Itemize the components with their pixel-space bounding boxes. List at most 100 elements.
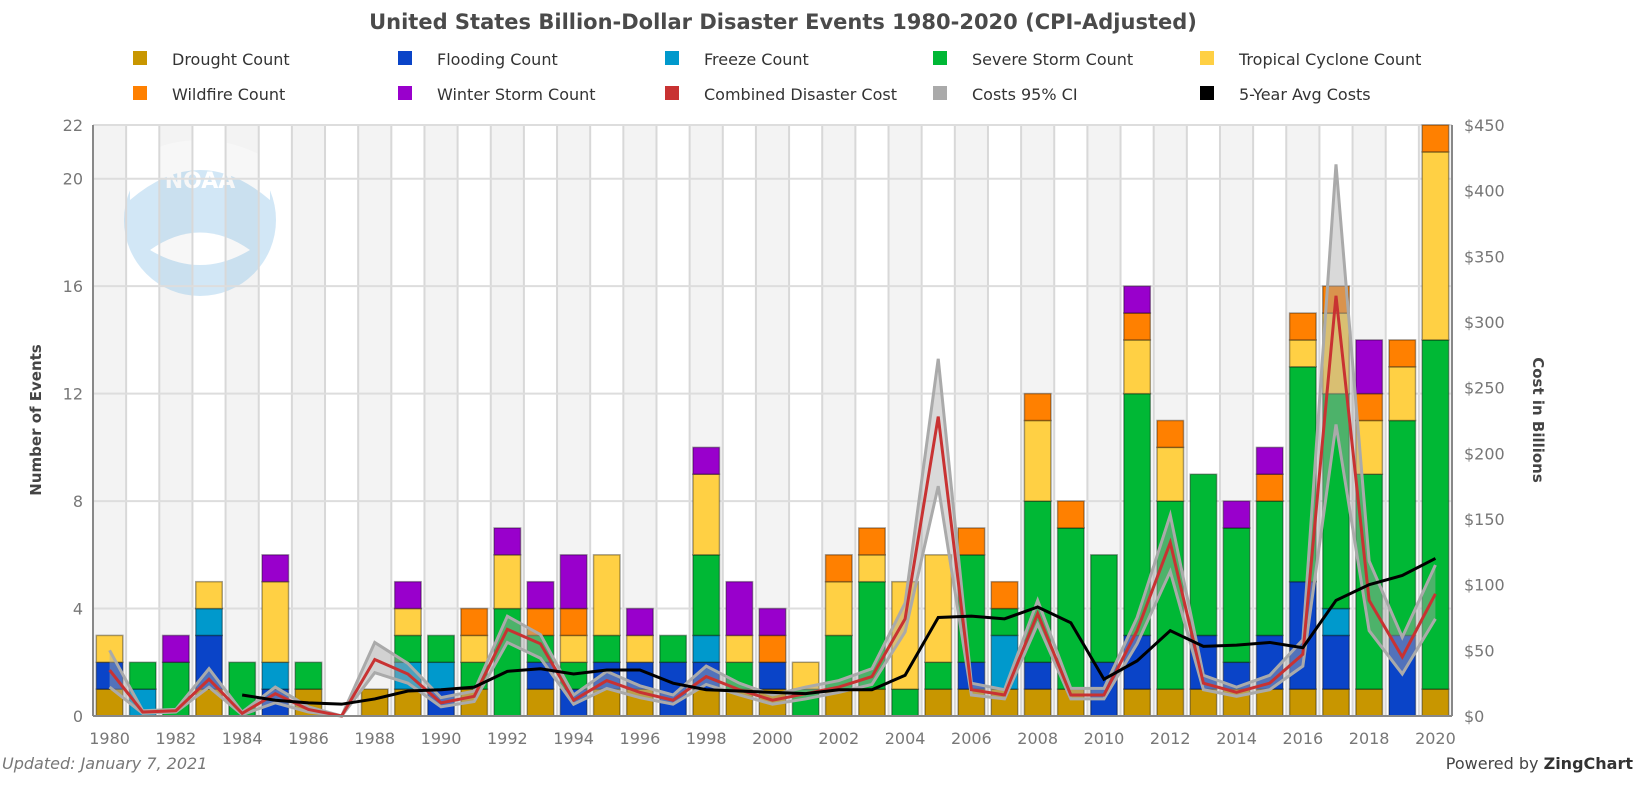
combined-cost-line bbox=[108, 295, 1437, 718]
bar-severe-storm-count1986 bbox=[294, 661, 323, 690]
y2-tick-label: $350 bbox=[1464, 247, 1505, 266]
bar-flooding-count2017 bbox=[1321, 634, 1350, 690]
bar-wildfire-count2011 bbox=[1123, 312, 1152, 341]
x-tick-label: 2014 bbox=[1216, 729, 1257, 748]
bar-wildfire-count2016 bbox=[1288, 312, 1317, 341]
legend-item-5-year-avg-costs[interactable]: 5-Year Avg Costs bbox=[1200, 85, 1371, 104]
legend-item-freeze-count[interactable]: Freeze Count bbox=[665, 50, 809, 69]
legend-item-winter-storm-count[interactable]: Winter Storm Count bbox=[398, 85, 596, 104]
legend-label: Severe Storm Count bbox=[972, 50, 1133, 69]
bar-tropical-cyclone-count1989 bbox=[393, 607, 422, 637]
x-tick-label: 1988 bbox=[354, 729, 395, 748]
legend-item-tropical-cyclone-count[interactable]: Tropical Cyclone Count bbox=[1200, 50, 1421, 69]
y2-tick-label: $0 bbox=[1464, 707, 1484, 726]
bar-tropical-cyclone-count1999 bbox=[725, 634, 754, 664]
bar-wildfire-count2009 bbox=[1056, 500, 1085, 529]
y-tick-label: 4 bbox=[73, 600, 83, 619]
y2-tick-label: $450 bbox=[1464, 116, 1505, 135]
bar-winter-storm-count2011 bbox=[1123, 285, 1152, 314]
legend-marker bbox=[665, 86, 679, 100]
bar-wildfire-count1991 bbox=[460, 607, 489, 637]
x-tick-label: 1994 bbox=[553, 729, 594, 748]
bar-drought-count2005 bbox=[924, 688, 953, 717]
y-tick-label: 20 bbox=[63, 170, 83, 189]
legend[interactable]: Drought Count Flooding Count Freeze Count S… bbox=[133, 50, 1421, 104]
powered-by[interactable]: Powered by ZingChart bbox=[1446, 754, 1633, 773]
bar-severe-storm-count2004 bbox=[891, 688, 920, 717]
bar-drought-count1988 bbox=[360, 688, 389, 717]
bar-tropical-cyclone-count1995 bbox=[592, 554, 621, 637]
x-tick-label: 2012 bbox=[1150, 729, 1191, 748]
x-tick-label: 2004 bbox=[885, 729, 926, 748]
y-tick-label: 0 bbox=[73, 707, 83, 726]
x-tick-label: 2010 bbox=[1084, 729, 1125, 748]
bar-winter-storm-count1989 bbox=[393, 580, 422, 610]
bar-wildfire-count2003 bbox=[857, 527, 886, 556]
bar-winter-storm-count2015 bbox=[1255, 446, 1284, 475]
y2-tick-label: $300 bbox=[1464, 313, 1505, 332]
bar-tropical-cyclone-count2002 bbox=[824, 580, 853, 637]
bar-freeze-count1998 bbox=[692, 634, 721, 664]
chart-title: United States Billion-Dollar Disaster Ev… bbox=[369, 10, 1197, 34]
legend-marker bbox=[398, 86, 412, 100]
legend-item-severe-storm-count[interactable]: Severe Storm Count bbox=[933, 50, 1133, 69]
y2-tick-label: $200 bbox=[1464, 444, 1505, 463]
bar-drought-count1993 bbox=[526, 688, 555, 717]
x-tick-label: 1982 bbox=[156, 729, 197, 748]
bar-drought-count2013 bbox=[1189, 688, 1218, 717]
legend-marker bbox=[133, 86, 147, 100]
bar-wildfire-count2006 bbox=[957, 527, 986, 556]
bar-wildfire-count2019 bbox=[1388, 339, 1417, 368]
legend-label: Drought Count bbox=[172, 50, 290, 69]
legend-marker bbox=[1200, 51, 1214, 65]
legend-label: 5-Year Avg Costs bbox=[1239, 85, 1371, 104]
bar-severe-storm-count2012 bbox=[1156, 500, 1185, 690]
bar-severe-storm-count2019 bbox=[1388, 419, 1417, 637]
bar-wildfire-count2020 bbox=[1421, 124, 1450, 153]
bar-wildfire-count2018 bbox=[1355, 392, 1384, 422]
legend-item-flooding-count[interactable]: Flooding Count bbox=[398, 50, 558, 69]
x-tick-label: 1992 bbox=[487, 729, 528, 748]
bar-drought-count2003 bbox=[857, 688, 886, 717]
zingchart-brand: ZingChart bbox=[1543, 754, 1633, 773]
legend-marker bbox=[933, 51, 947, 65]
bar-tropical-cyclone-count2016 bbox=[1288, 339, 1317, 368]
bar-drought-count2020 bbox=[1421, 688, 1450, 717]
bar-tropical-cyclone-count2011 bbox=[1123, 339, 1152, 395]
bar-severe-storm-count2015 bbox=[1255, 500, 1284, 637]
x-tick-label: 1996 bbox=[620, 729, 661, 748]
bar-severe-storm-count2007 bbox=[990, 607, 1019, 637]
bar-tropical-cyclone-count1996 bbox=[625, 634, 654, 664]
bar-severe-storm-count1998 bbox=[692, 554, 721, 637]
bar-wildfire-count2012 bbox=[1156, 419, 1185, 449]
bar-winter-storm-count1998 bbox=[692, 446, 721, 475]
y2-tick-label: $100 bbox=[1464, 576, 1505, 595]
bar-severe-storm-count1995 bbox=[592, 634, 621, 664]
legend-label: Wildfire Count bbox=[172, 85, 285, 104]
bar-wildfire-count1994 bbox=[559, 607, 588, 637]
column-band bbox=[358, 125, 392, 716]
bar-wildfire-count2002 bbox=[824, 554, 853, 583]
bar-winter-storm-count1985 bbox=[261, 554, 290, 583]
legend-item-combined-disaster-cost[interactable]: Combined Disaster Cost bbox=[665, 85, 897, 104]
bar-winter-storm-count1994 bbox=[559, 554, 588, 610]
y2-tick-label: $400 bbox=[1464, 182, 1505, 201]
bar-freeze-count1983 bbox=[195, 607, 224, 637]
legend-label: Winter Storm Count bbox=[437, 85, 596, 104]
bar-tropical-cyclone-count1994 bbox=[559, 634, 588, 664]
five-year-avg-line bbox=[241, 557, 1437, 706]
x-tick-label: 1998 bbox=[686, 729, 727, 748]
legend-item-costs-95-ci[interactable]: Costs 95% CI bbox=[933, 85, 1078, 104]
column-band bbox=[159, 125, 193, 716]
legend-label: Freeze Count bbox=[704, 50, 809, 69]
bar-wildfire-count2008 bbox=[1023, 392, 1052, 422]
bar-severe-storm-count1990 bbox=[427, 634, 456, 664]
legend-label: Costs 95% CI bbox=[972, 85, 1078, 104]
bar-drought-count2018 bbox=[1355, 688, 1384, 717]
column-band bbox=[93, 125, 127, 716]
bar-winter-storm-count2000 bbox=[758, 607, 787, 637]
legend-item-wildfire-count[interactable]: Wildfire Count bbox=[133, 85, 285, 104]
legend-item-drought-count[interactable]: Drought Count bbox=[133, 50, 290, 69]
bar-tropical-cyclone-count2012 bbox=[1156, 446, 1185, 502]
